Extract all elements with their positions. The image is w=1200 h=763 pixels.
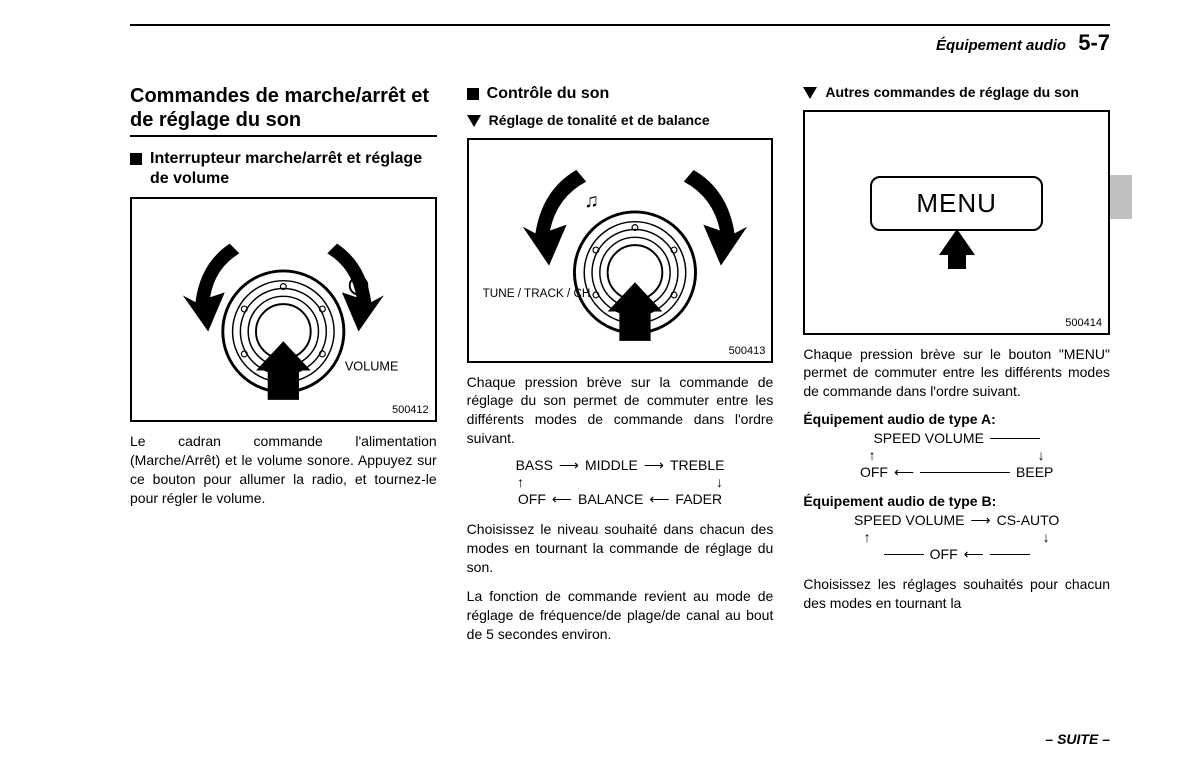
tune-label: TUNE / TRACK / CH bbox=[482, 286, 590, 299]
paragraph: Le cadran commande l'alimentation (March… bbox=[130, 432, 437, 508]
figure-code: 500412 bbox=[392, 404, 429, 416]
header-section: Équipement audio bbox=[936, 37, 1066, 54]
continued-footer: – SUITE – bbox=[1045, 731, 1110, 747]
type-b-flow: SPEED VOLUME⟶ CS-AUTO ↑↓ OFF ⟵ bbox=[803, 513, 1110, 561]
header-page-number: 5-7 bbox=[1078, 30, 1110, 55]
up-arrow-icon bbox=[939, 229, 975, 255]
paragraph: Choisissez les réglages souhaités pour c… bbox=[803, 575, 1110, 613]
menu-button-graphic: MENU bbox=[870, 176, 1043, 231]
figure-tune-dial: ♫ TUNE / TRACK / CH 500413 bbox=[467, 138, 774, 363]
subheading-tone-balance: Réglage de tonalité et de balance bbox=[467, 112, 774, 130]
column-2: Contrôle du son Réglage de tonalité et d… bbox=[467, 84, 774, 653]
type-a-title: Équipement audio de type A: bbox=[803, 411, 1110, 427]
type-a-flow: SPEED VOLUME ↑↓ OFF ⟵ BEEP bbox=[803, 431, 1110, 479]
figure-code: 500414 bbox=[1065, 317, 1102, 329]
paragraph: Choisissez le niveau souhaité dans chacu… bbox=[467, 520, 774, 577]
triangle-bullet-icon bbox=[467, 115, 481, 127]
thumb-tab bbox=[1110, 175, 1132, 219]
volume-label: VOLUME bbox=[345, 360, 399, 374]
triangle-bullet-icon bbox=[803, 87, 817, 99]
mode-flow-diagram: BASS⟶ MIDDLE⟶ TREBLE ↑↓ OFF⟵ BALANCE⟵ FA… bbox=[467, 458, 774, 506]
square-bullet-icon bbox=[130, 153, 142, 165]
figure-code: 500413 bbox=[729, 345, 766, 357]
column-1: Commandes de marche/arrêt et de réglage … bbox=[130, 84, 437, 653]
music-note-icon: ♫ bbox=[584, 190, 599, 212]
subheading-power-volume: Interrupteur marche/arrêt et réglage de … bbox=[130, 149, 437, 189]
section-heading: Commandes de marche/arrêt et de réglage … bbox=[130, 84, 437, 137]
subheading-sound-control: Contrôle du son bbox=[467, 84, 774, 104]
paragraph: Chaque pression brève sur le bouton "MEN… bbox=[803, 345, 1110, 402]
subheading-other-controls: Autres commandes de réglage du son bbox=[803, 84, 1110, 102]
paragraph: La fonction de commande revient au mode … bbox=[467, 587, 774, 644]
page-header: Équipement audio 5-7 bbox=[130, 30, 1110, 56]
figure-volume-dial: VOLUME 500412 bbox=[130, 197, 437, 422]
figure-menu-button: MENU 500414 bbox=[803, 110, 1110, 335]
square-bullet-icon bbox=[467, 88, 479, 100]
column-3: Autres commandes de réglage du son MENU … bbox=[803, 84, 1110, 653]
type-b-title: Équipement audio de type B: bbox=[803, 493, 1110, 509]
paragraph: Chaque pression brève sur la commande de… bbox=[467, 373, 774, 449]
